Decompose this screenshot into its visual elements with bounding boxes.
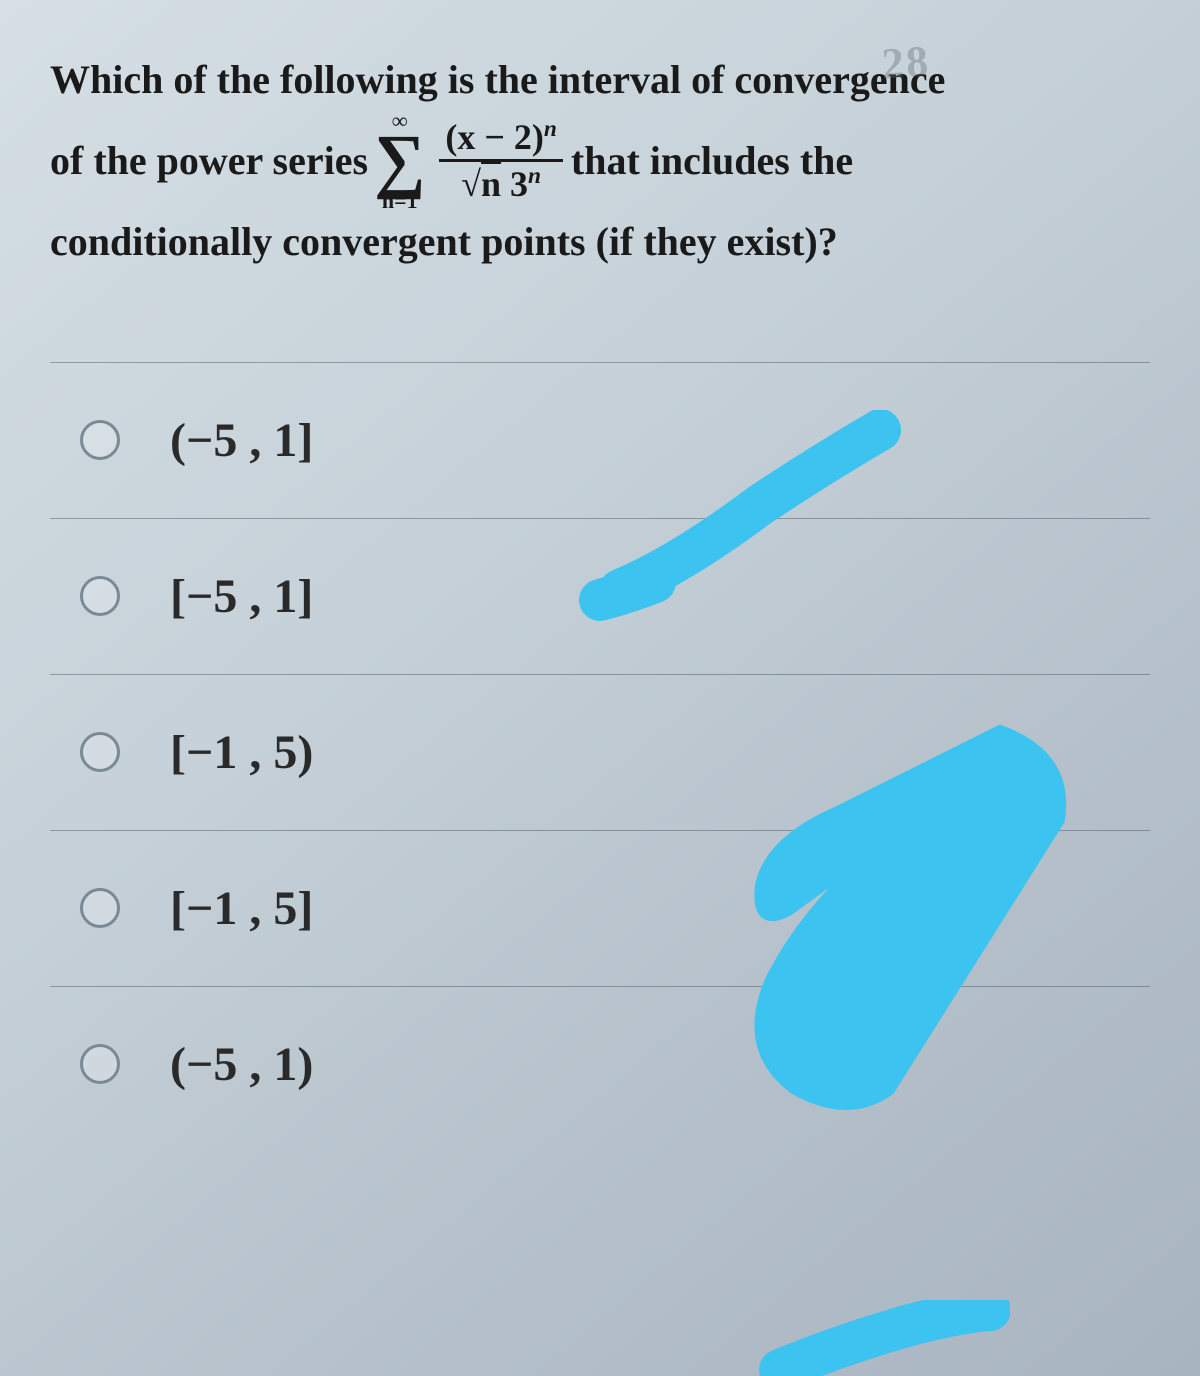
fraction: (x − 2)n √n 3n [439,117,563,205]
fraction-denominator: √n 3n [455,162,547,205]
watermark-text: 28 [880,28,932,97]
option-label: (−5 , 1] [170,413,313,468]
option-row-2[interactable]: [−1 , 5) [50,674,1150,830]
numerator-base: (x − 2) [445,117,544,157]
option-label: [−1 , 5] [170,881,313,936]
option-row-0[interactable]: (−5 , 1] [50,362,1150,518]
option-label: [−5 , 1] [170,569,313,624]
option-row-3[interactable]: [−1 , 5] [50,830,1150,986]
radio-button[interactable] [80,888,120,928]
scribble-bottom [750,1300,1010,1376]
question-line-1: Which of the following is the interval o… [50,50,1150,110]
radio-button[interactable] [80,420,120,460]
question-block: 28 Which of the following is the interva… [50,50,1150,272]
radio-button[interactable] [80,1044,120,1084]
radio-button[interactable] [80,576,120,616]
option-row-4[interactable]: (−5 , 1) [50,986,1150,1142]
question-line-3: conditionally convergent points (if they… [50,212,1150,272]
line2-after: that includes the [571,131,853,191]
radio-button[interactable] [80,732,120,772]
line2-before: of the power series [50,131,368,191]
option-label: [−1 , 5) [170,725,313,780]
worksheet-paper: 28 Which of the following is the interva… [0,0,1200,1376]
fraction-numerator: (x − 2)n [439,117,563,160]
denominator-base: 3 [510,164,528,204]
numerator-exponent: n [544,116,557,142]
question-line-2: of the power series ∞ ∑ n=1 (x − 2)n √n … [50,110,1150,212]
option-row-1[interactable]: [−5 , 1] [50,518,1150,674]
sigma-symbol: ∑ [374,132,425,190]
option-label: (−5 , 1) [170,1037,313,1092]
sigma-lower-limit: n=1 [382,190,418,212]
sqrt-argument: n [481,164,501,204]
denominator-exponent: n [528,163,541,189]
sigma-notation: ∞ ∑ n=1 [374,110,425,212]
